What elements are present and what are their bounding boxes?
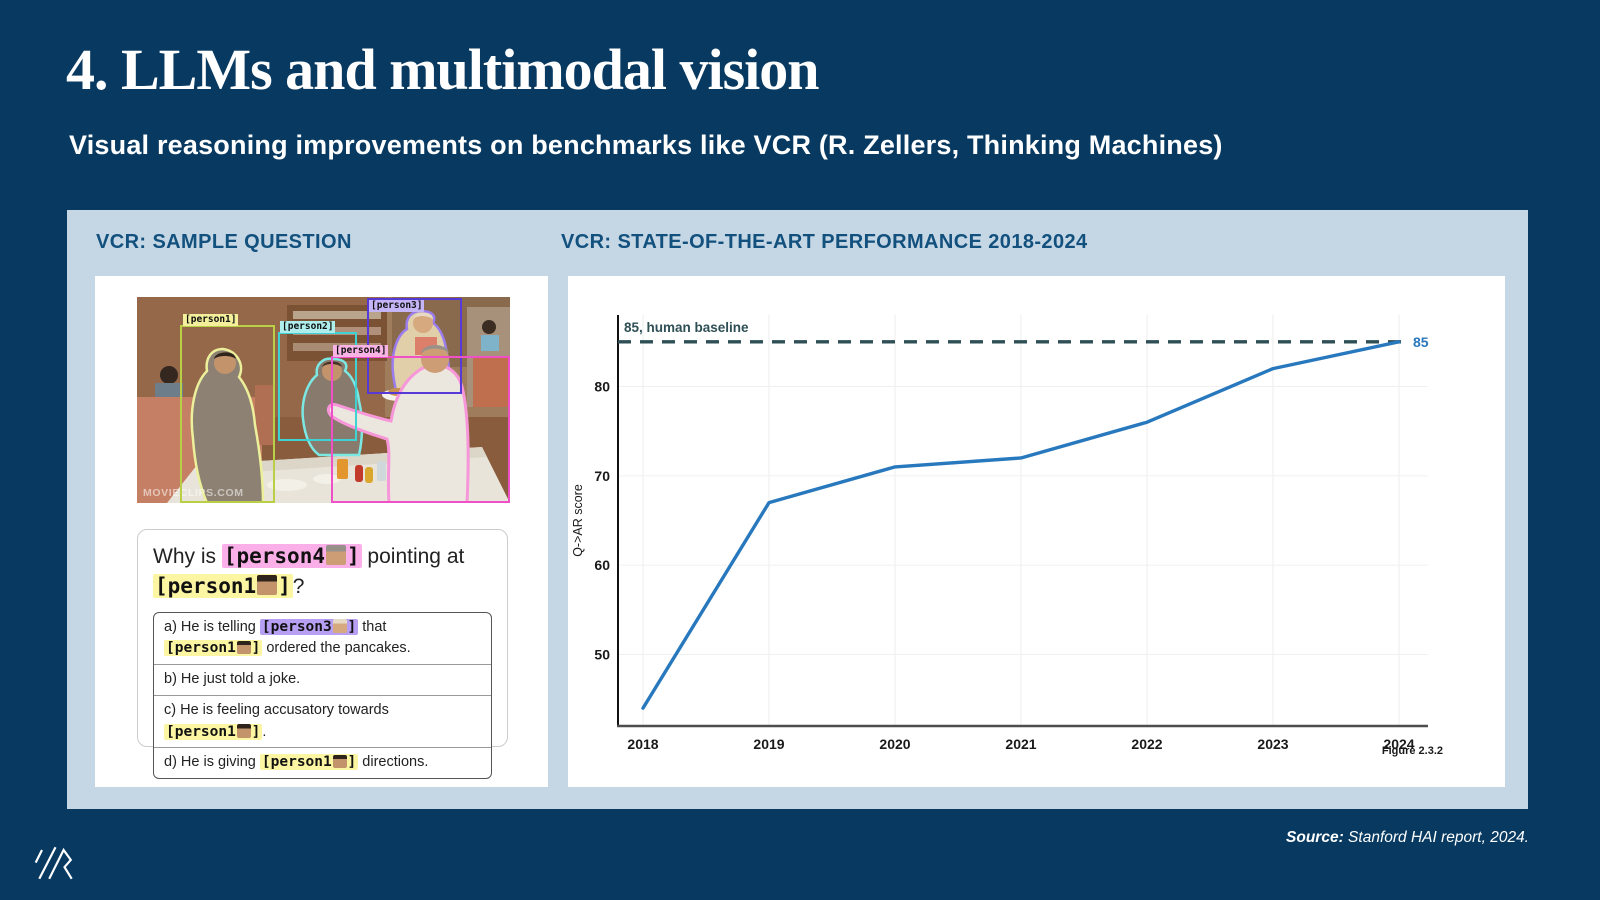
person-tag: [person3] [259,618,359,635]
answer-option-b: b) He just told a joke. [154,664,491,695]
answer-option-a: a) He is telling [person3] that [person1… [154,613,491,665]
x-axis-tick: 2024 [1383,736,1414,752]
text-run: . [262,723,267,740]
text-run: that [358,618,387,635]
page-title: 4. LLMs and multimodal vision [66,37,820,102]
y-axis-tick: 70 [594,468,610,484]
x-axis-tick: 2018 [627,736,658,752]
annotated-movie-still: MOVIECLIPS.COM [person1] [person2] [person… [137,297,510,503]
x-axis-tick: 2019 [753,736,784,752]
text-run: pointing at [361,545,465,568]
y-axis-tick: 80 [594,378,610,394]
person-tag: [person1] [153,573,293,598]
sota-line-chart: 50 60 70 80 2018 2019 2020 2021 2022 2023 2024 85, … [571,315,1429,752]
brand-logo-icon [34,846,73,880]
face-thumbnail-icon [332,754,347,769]
y-axis-tick: 60 [594,557,610,573]
performance-heading: VCR: STATE-OF-THE-ART PERFORMANCE 2018-2… [561,231,1088,253]
person-box-label: [person1] [183,314,239,326]
human-baseline-label: 85, human baseline [624,320,749,335]
answer-options: a) He is telling [person3] that [person1… [153,611,492,780]
person-box-label: [person2] [280,321,336,333]
content-panel: VCR: SAMPLE QUESTION VCR: STATE-OF-THE-A… [67,210,1528,809]
x-axis-tick: 2022 [1131,736,1162,752]
face-thumbnail-icon [236,723,251,738]
question-text: Why is [person4] pointing at [person1]? [153,542,492,602]
y-axis-tick: 50 [594,647,610,663]
face-thumbnail-icon [236,640,251,655]
text-run: c) He is feeling accusatory towards [164,701,389,718]
text-run: d) He is giving [164,754,260,771]
text-run: Why is [153,545,222,568]
x-axis-tick: 2023 [1257,736,1288,752]
answer-option-c: c) He is feeling accusatory towards [per… [154,694,491,748]
person-tag: [person1] [164,723,263,740]
text-run: ? [292,574,305,598]
person-bounding-box [331,356,510,503]
x-axis-tick: 2021 [1005,736,1036,752]
person-bounding-box [180,325,275,503]
person-tag: [person1] [164,640,263,657]
sample-question-card: MOVIECLIPS.COM [person1] [person2] [person… [95,276,548,787]
text-run: b) He just told a joke. [164,671,301,688]
y-axis-label: Q->AR score [571,484,585,557]
vcr-question-container: Why is [person4] pointing at [person1]? … [137,529,508,780]
person-bounding-box [278,332,357,441]
performance-chart-card: 50 60 70 80 2018 2019 2020 2021 2022 2023 2024 85, … [568,276,1505,787]
figure-label: Figure 2.3.2 [1381,745,1443,757]
end-value-label: 85 [1413,334,1429,350]
answer-option-d: d) He is giving [person1] directions. [154,747,491,778]
text-run: directions. [358,754,429,771]
person-tag: [person4] [221,544,362,568]
source-label: Source: [1286,829,1344,846]
source-attribution: Source: Stanford HAI report, 2024. [1286,829,1529,847]
face-thumbnail-icon [326,545,346,565]
page-subtitle: Visual reasoning improvements on benchma… [69,130,1223,160]
person-box-label: [person4] [333,345,389,357]
sota-line [641,340,1401,710]
source-text: Stanford HAI report, 2024. [1343,829,1529,846]
movieclips-watermark: MOVIECLIPS.COM [143,487,244,499]
sample-question-heading: VCR: SAMPLE QUESTION [96,231,352,253]
x-axis-tick: 2020 [879,736,910,752]
person-tag: [person1] [259,754,359,771]
text-run: a) He is telling [164,618,260,635]
face-thumbnail-icon [332,618,347,633]
face-thumbnail-icon [257,574,278,595]
person-box-label: [person3] [369,300,425,312]
text-run: ordered the pancakes. [262,640,411,657]
